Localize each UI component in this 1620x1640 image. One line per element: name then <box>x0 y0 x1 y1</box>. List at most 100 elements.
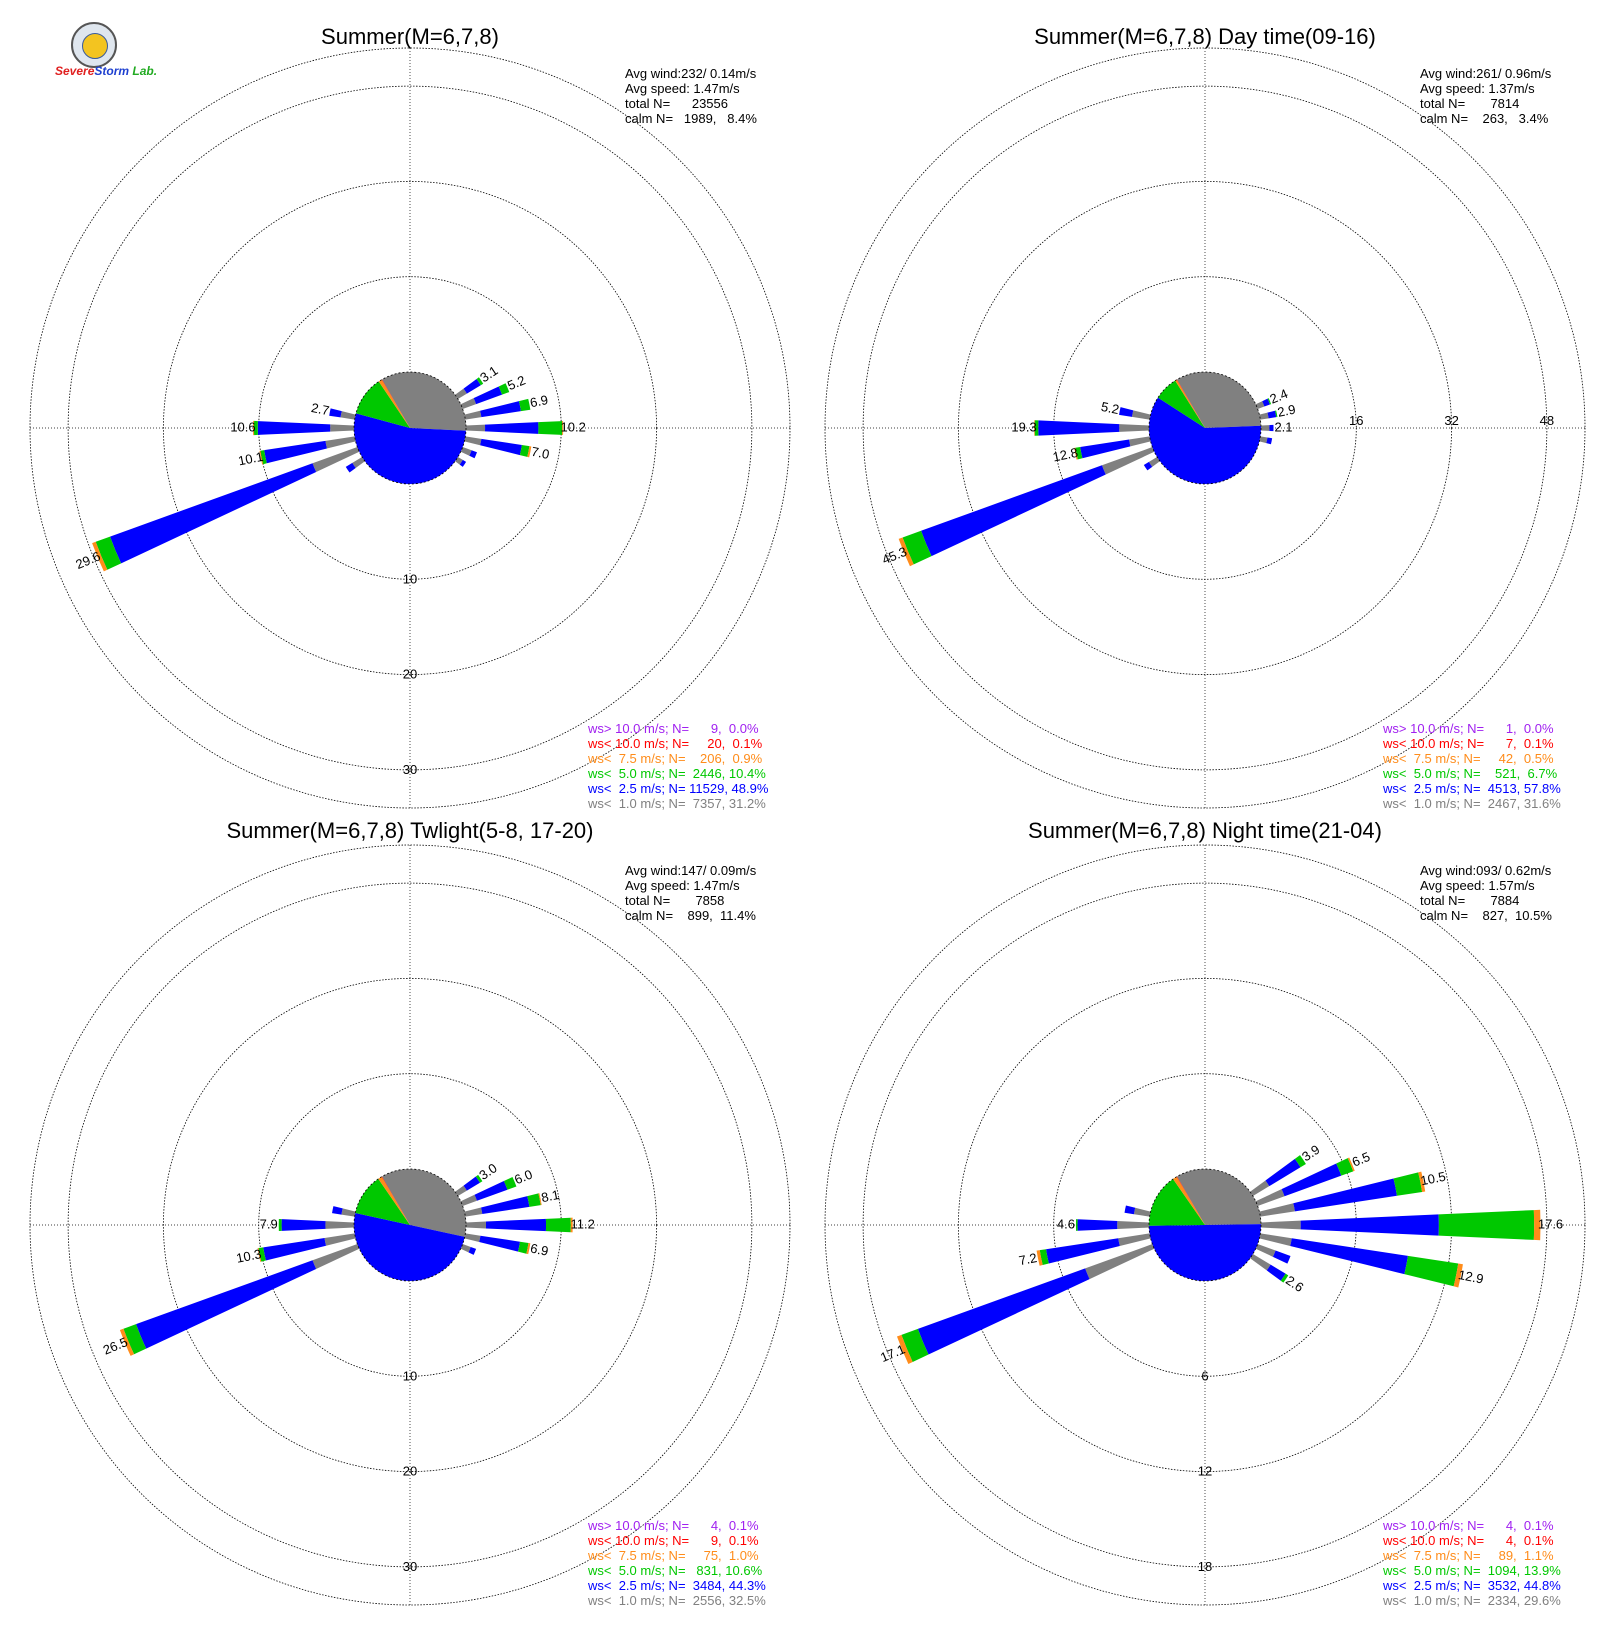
petal-segment-blue <box>468 1246 477 1255</box>
calm-pie-slice <box>381 379 410 428</box>
calm-pie-slice <box>353 1212 465 1282</box>
petal-segment-orange <box>562 421 564 435</box>
petal-value-label: 19.3 <box>1011 419 1036 434</box>
legend-entry: ws< 10.0 m/s; N= 7, 0.1% <box>1382 736 1554 751</box>
severe-storm-lab-logo: SevereStorm Lab. <box>55 22 157 84</box>
petal-value-label: 8.1 <box>540 1187 561 1205</box>
stats-line: Avg wind:261/ 0.96m/s <box>1420 66 1552 81</box>
petal-segment-blue <box>1290 1238 1408 1275</box>
calm-pie-slice <box>1149 397 1262 485</box>
petal-segment-blue <box>1038 420 1120 436</box>
university-seal-icon <box>71 22 117 68</box>
calm-pie-slice <box>1175 379 1205 428</box>
stats-line: calm N= 1989, 8.4% <box>625 111 757 126</box>
petal-segment-gray <box>325 436 356 449</box>
petal-segment-blue <box>469 450 477 459</box>
stats-line: total N= 23556 <box>625 96 728 111</box>
petal-segment-blue <box>332 1206 343 1215</box>
legend-entry: ws< 10.0 m/s; N= 20, 0.1% <box>587 736 763 751</box>
petal-segment-gray <box>312 1244 360 1269</box>
legend-entry: ws< 7.5 m/s; N= 89, 1.1% <box>1382 1548 1554 1563</box>
petal-segment-blue <box>1281 1163 1342 1197</box>
logo-text-severe: Severe <box>55 64 95 78</box>
petal-segment-orange <box>570 1217 573 1233</box>
ring-tick-label: 10 <box>403 1368 417 1383</box>
petal-segment-blue <box>1119 407 1134 417</box>
calm-pie-slice <box>1176 1176 1205 1225</box>
calm-pie-slice <box>353 413 466 485</box>
petal-segment-blue <box>263 1238 327 1261</box>
petal-segment-gray <box>455 1185 467 1197</box>
petal-segment-gray <box>1117 1221 1150 1229</box>
range-ring <box>67 882 753 1568</box>
legend-entry: ws< 10.0 m/s; N= 9, 0.1% <box>587 1533 759 1548</box>
petal-segment-gray <box>1260 1220 1301 1230</box>
petal-segment-gray <box>455 388 467 400</box>
petal-segment-green <box>901 1328 929 1362</box>
petal-segment-green <box>95 536 122 570</box>
stats-line: calm N= 827, 10.5% <box>1420 908 1552 923</box>
petal-value-label: 17.1 <box>878 1341 907 1365</box>
petal-value-label: 2.7 <box>310 400 331 418</box>
petal-value-label: 2.9 <box>1276 402 1297 420</box>
petal-segment-gray <box>465 1221 487 1229</box>
legend-entry: ws< 7.5 m/s; N= 75, 1.0% <box>587 1548 759 1563</box>
petal-segment-orange <box>1034 420 1035 436</box>
petal-segment-blue <box>1266 1264 1286 1281</box>
petal-segment-blue <box>136 1260 317 1349</box>
petal-segment-gray <box>1259 1233 1292 1247</box>
legend-entry: ws< 2.5 m/s; N= 4513, 57.8% <box>1382 781 1561 796</box>
petal-segment-green <box>518 1241 529 1254</box>
petal-segment-orange <box>898 537 914 567</box>
petal-segment-gray <box>1131 410 1151 420</box>
ring-tick-label: 18 <box>1198 1559 1212 1574</box>
petal-segment-gray <box>1119 424 1150 432</box>
petal-segment-green <box>1336 1158 1354 1176</box>
petal-segment-gray <box>1250 1253 1271 1271</box>
petal-segment-gray <box>340 411 356 420</box>
stats-line: total N= 7858 <box>625 893 724 908</box>
petal-value-label: 10.2 <box>561 419 586 434</box>
petal-segment-gray <box>1255 1189 1285 1206</box>
stats-line: Avg speed: 1.47m/s <box>625 878 740 893</box>
petal-segment-orange <box>526 1243 531 1255</box>
petal-segment-blue <box>345 462 356 473</box>
range-ring <box>958 181 1452 675</box>
legend-entry: ws> 10.0 m/s; N= 4, 0.1% <box>587 1518 759 1533</box>
petal-segment-orange <box>538 1193 542 1206</box>
petal-segment-gray <box>1133 1207 1151 1217</box>
petal-value-label: 5.2 <box>1100 399 1121 417</box>
petal-segment-gray <box>1129 436 1151 447</box>
petal-segment-orange <box>1533 1209 1541 1241</box>
legend-entry: ws< 1.0 m/s; N= 2334, 29.6% <box>1382 1593 1561 1608</box>
stats-line: Avg wind:093/ 0.62m/s <box>1420 863 1552 878</box>
legend-entry: ws< 5.0 m/s; N= 1094, 13.9% <box>1382 1563 1561 1578</box>
calm-pie-slice <box>355 1178 410 1225</box>
petal-segment-gray <box>464 436 482 446</box>
legend-entry: ws< 5.0 m/s; N= 2446, 10.4% <box>587 766 766 781</box>
range-ring <box>862 882 1548 1568</box>
petal-segment-gray <box>1260 425 1270 431</box>
legend-entry: ws< 1.0 m/s; N= 7357, 31.2% <box>587 796 766 811</box>
petal-segment-orange <box>1347 1157 1355 1172</box>
calm-pie-slice <box>1177 1169 1261 1225</box>
petal-value-label: 7.2 <box>1018 1250 1039 1268</box>
petal-value-label: 17.6 <box>1538 1216 1563 1231</box>
petal-segment-green <box>498 383 510 395</box>
legend-entry: ws< 1.0 m/s; N= 2467, 31.6% <box>1382 796 1561 811</box>
chart-title: Summer(M=6,7,8) Night time(21-04) <box>1028 818 1382 843</box>
petal-segment-blue <box>917 1268 1090 1355</box>
petal-segment-blue <box>1272 1250 1291 1264</box>
petal-value-label: 6.9 <box>529 1241 550 1259</box>
petal-segment-gray <box>460 1194 477 1206</box>
calm-pie-slice <box>1177 372 1261 428</box>
petal-segment-green <box>1404 1255 1459 1287</box>
ring-tick-label: 32 <box>1444 413 1458 428</box>
petal-value-label: 45.3 <box>880 544 909 568</box>
calm-pie-slice <box>381 1176 410 1225</box>
chart-title: Summer(M=6,7,8) Day time(09-16) <box>1034 24 1376 49</box>
ring-tick-label: 20 <box>403 1464 417 1479</box>
petal-segment-green <box>1274 410 1278 418</box>
petal-segment-orange <box>92 541 108 572</box>
